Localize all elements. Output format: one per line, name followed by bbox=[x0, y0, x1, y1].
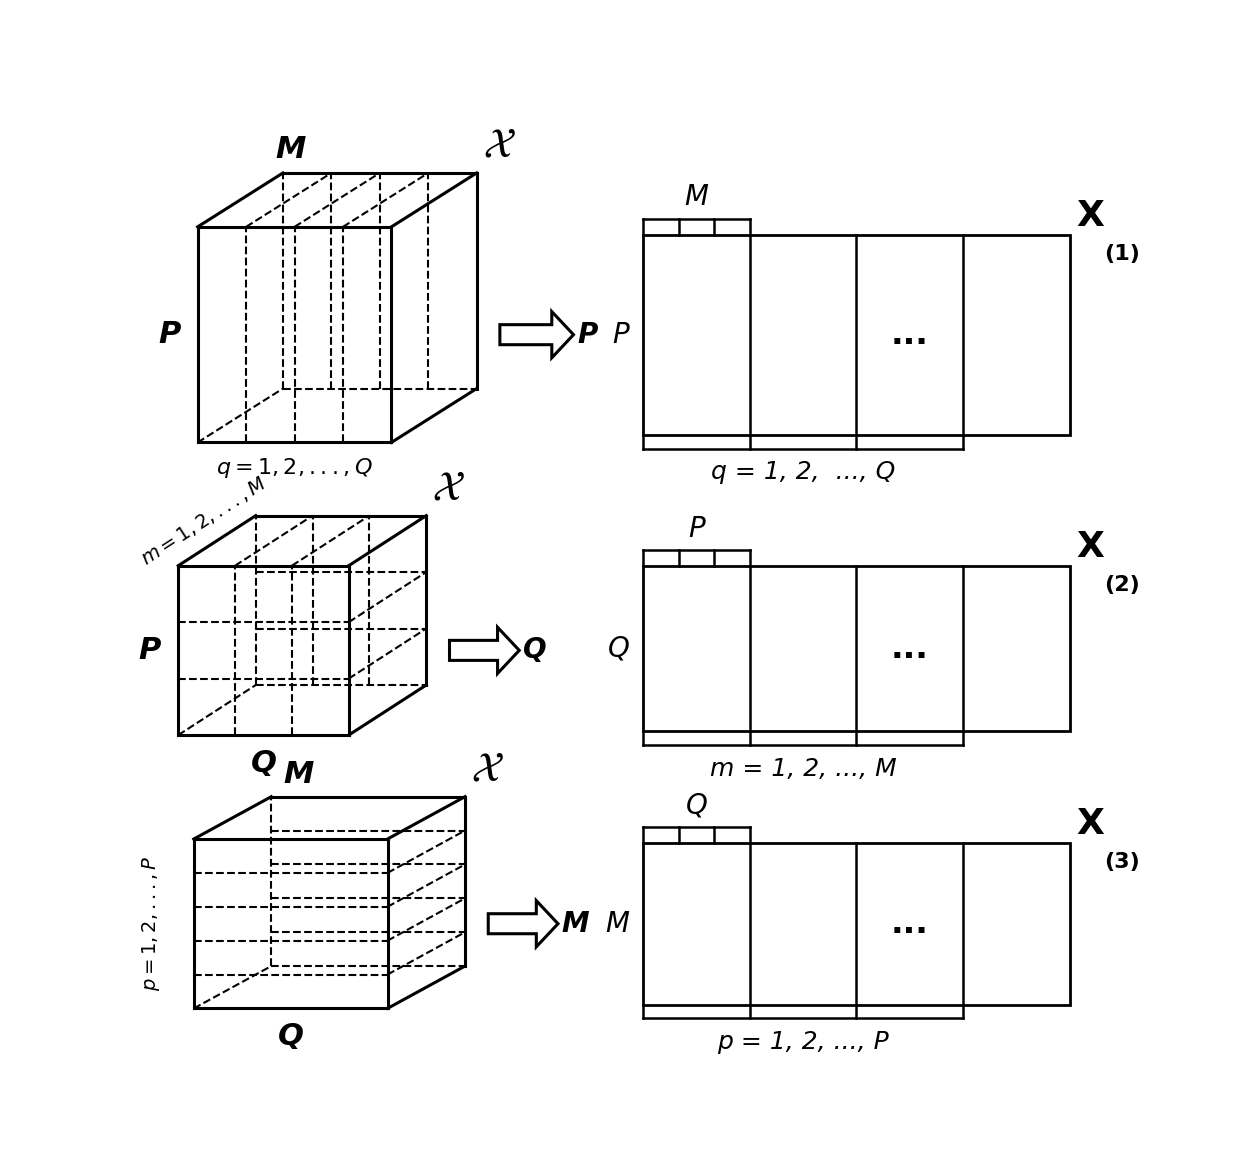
Text: $\mathbf{X}$: $\mathbf{X}$ bbox=[1076, 530, 1105, 564]
Text: Q: Q bbox=[278, 1022, 304, 1051]
Polygon shape bbox=[500, 312, 573, 357]
Text: P: P bbox=[159, 320, 181, 349]
Text: $\mathcal{X}$: $\mathcal{X}$ bbox=[471, 749, 503, 791]
Text: q = 1, 2,  ..., Q: q = 1, 2, ..., Q bbox=[711, 461, 895, 484]
Text: P: P bbox=[578, 321, 598, 349]
Text: M: M bbox=[275, 135, 306, 164]
Text: P: P bbox=[139, 636, 161, 665]
Polygon shape bbox=[489, 900, 558, 947]
Text: $p = 1, 2, ..., P$: $p = 1, 2, ..., P$ bbox=[140, 857, 162, 992]
Text: m = 1, 2, ..., M: m = 1, 2, ..., M bbox=[709, 757, 897, 781]
Polygon shape bbox=[449, 627, 520, 674]
Text: M: M bbox=[562, 909, 589, 938]
Text: M: M bbox=[684, 184, 708, 211]
Text: $\mathcal{X}$: $\mathcal{X}$ bbox=[482, 125, 516, 166]
Text: P: P bbox=[688, 515, 704, 543]
Text: ...: ... bbox=[890, 907, 929, 940]
Text: (3): (3) bbox=[1105, 852, 1140, 872]
Text: p = 1, 2, ..., P: p = 1, 2, ..., P bbox=[717, 1030, 889, 1054]
Text: Q: Q bbox=[608, 634, 629, 662]
Text: $\mathbf{X}$: $\mathbf{X}$ bbox=[1076, 808, 1105, 841]
Text: $\mathbf{X}$: $\mathbf{X}$ bbox=[1076, 199, 1105, 233]
Text: M: M bbox=[605, 909, 629, 938]
Text: (1): (1) bbox=[1105, 244, 1141, 264]
Text: $\mathcal{X}$: $\mathcal{X}$ bbox=[433, 468, 465, 510]
Text: (2): (2) bbox=[1105, 575, 1140, 595]
Text: ...: ... bbox=[890, 632, 929, 665]
Text: Q: Q bbox=[250, 749, 277, 778]
Text: ...: ... bbox=[890, 318, 929, 352]
Text: $m = 1, 2, ..., M$: $m = 1, 2, ..., M$ bbox=[138, 472, 270, 568]
Text: Q: Q bbox=[523, 636, 547, 665]
Text: $q = 1, 2, ..., Q$: $q = 1, 2, ..., Q$ bbox=[216, 456, 373, 481]
Text: M: M bbox=[283, 759, 314, 789]
Text: Q: Q bbox=[686, 792, 708, 819]
Text: P: P bbox=[613, 321, 629, 349]
